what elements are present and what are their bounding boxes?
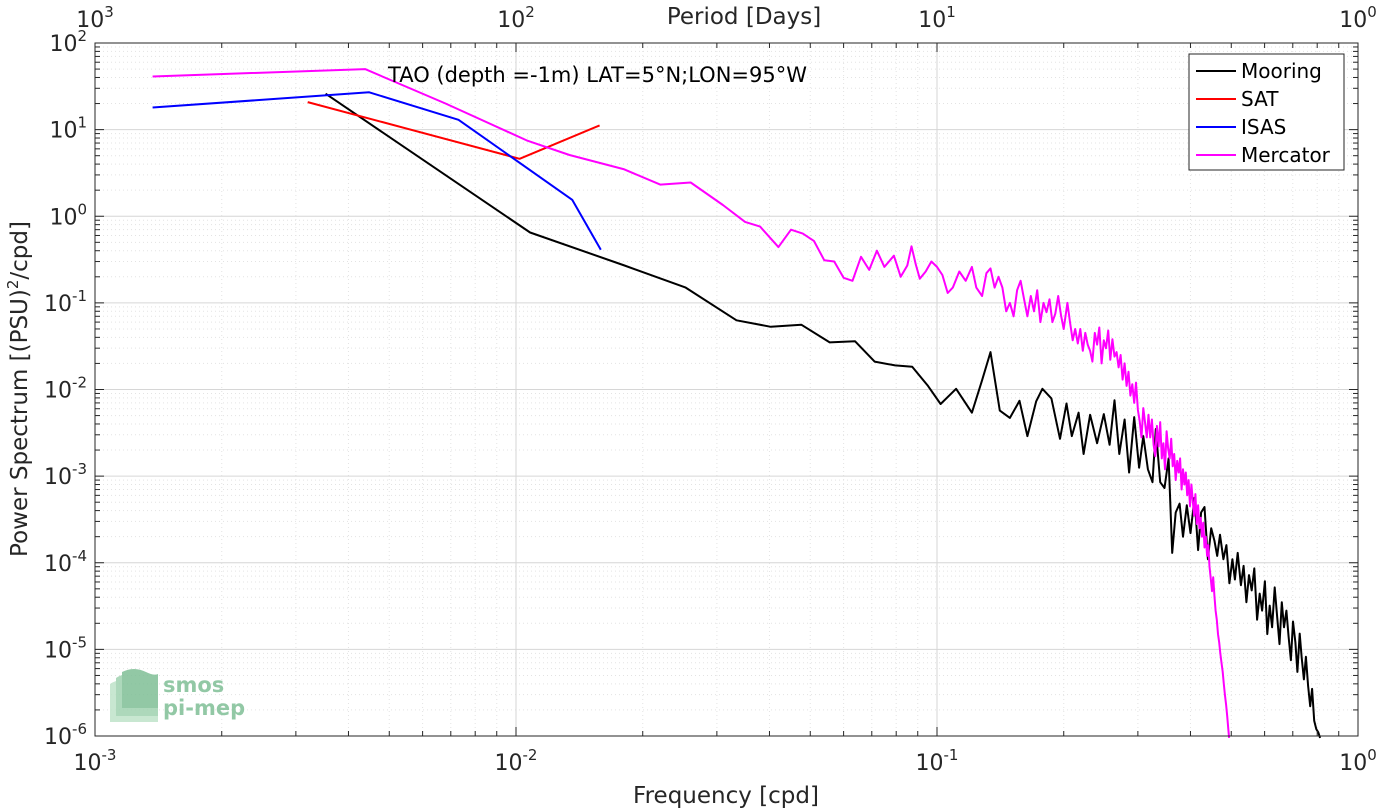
y-tick-label: 10-6 — [44, 720, 87, 750]
legend-label-sat: SAT — [1241, 87, 1279, 111]
y-tick-base: 10 — [44, 725, 72, 750]
x-axis-label: Frequency [cpd] — [633, 783, 819, 809]
x-tick-base: 10 — [74, 751, 102, 776]
y-tick-base: 10 — [44, 552, 72, 577]
logo-text-smos: smos — [163, 673, 224, 697]
x-tick-exp: -2 — [523, 746, 538, 764]
x2-tick-label: 100 — [1339, 3, 1377, 33]
y-tick-exp: -2 — [72, 374, 87, 392]
y-tick-base: 10 — [44, 379, 72, 404]
y-axis-label-suffix: /cpd] — [7, 221, 33, 280]
x2-tick-base: 10 — [918, 8, 946, 33]
y-tick-base: 10 — [44, 292, 72, 317]
y-tick-exp: -6 — [72, 720, 87, 738]
legend-label-isas: ISAS — [1241, 115, 1286, 139]
x2-tick-base: 10 — [497, 8, 525, 33]
legend-label-mercator: Mercator — [1241, 143, 1331, 167]
y-tick-base: 10 — [44, 638, 72, 663]
x2-tick-label: 102 — [497, 3, 535, 33]
x2-axis-label: Period [Days] — [667, 4, 821, 30]
x-tick-base: 10 — [1339, 751, 1367, 776]
x2-tick-base: 10 — [76, 8, 104, 33]
y-tick-label: 101 — [49, 114, 87, 144]
y-tick-exp: -5 — [72, 633, 87, 651]
logo-text-pimep: pi-mep — [163, 696, 245, 720]
y-axis-label-main: Power Spectrum [(PSU) — [7, 289, 33, 557]
x-tick-label: 10-1 — [916, 746, 959, 776]
ticks-layer — [94, 42, 1359, 737]
x-tick-exp: 0 — [1367, 746, 1377, 764]
x2-tick-exp: 0 — [1367, 3, 1377, 21]
minor-grid — [95, 43, 1358, 736]
y-tick-base: 10 — [49, 119, 77, 144]
y-tick-exp: -1 — [72, 287, 87, 305]
y-tick-exp: -3 — [72, 460, 87, 478]
y-tick-base: 10 — [49, 32, 77, 57]
legend: Mooring SAT ISAS Mercator — [1188, 53, 1345, 171]
y-tick-label: 10-4 — [44, 547, 87, 577]
series-line-isas — [152, 91, 602, 251]
x2-tick-exp: 1 — [946, 3, 956, 21]
x-tick-base: 10 — [495, 751, 523, 776]
x-tick-label: 100 — [1339, 746, 1377, 776]
y-tick-label: 10-5 — [44, 633, 87, 663]
y-tick-label: 10-2 — [44, 374, 87, 404]
y-tick-label: 10-1 — [44, 287, 87, 317]
x-tick-label: 10-2 — [495, 746, 538, 776]
x2-tick-label: 103 — [76, 3, 114, 33]
y-tick-label: 100 — [49, 200, 87, 230]
y-tick-label: 10-3 — [44, 460, 87, 490]
x-tick-exp: -1 — [944, 746, 959, 764]
x-tick-base: 10 — [916, 751, 944, 776]
y-tick-exp: 0 — [77, 200, 87, 218]
y-axis-label: Power Spectrum [(PSU)2/cpd] — [4, 221, 33, 557]
x-tick-exp: -3 — [102, 746, 117, 764]
series-layer — [152, 68, 1322, 739]
y-tick-exp: 2 — [77, 27, 87, 45]
y-axis-label-sup: 2 — [4, 280, 22, 290]
legend-box — [1188, 53, 1345, 171]
series-line-mooring — [325, 92, 1322, 739]
y-tick-base: 10 — [49, 205, 77, 230]
x2-tick-label: 101 — [918, 3, 956, 33]
series-line-sat — [307, 101, 600, 160]
x2-tick-exp: 2 — [525, 3, 535, 21]
smos-pimep-logo: smos pi-mep — [110, 669, 245, 722]
y-tick-base: 10 — [44, 465, 72, 490]
y-tick-exp: 1 — [77, 114, 87, 132]
legend-label-mooring: Mooring — [1241, 59, 1322, 83]
x2-tick-exp: 3 — [104, 3, 114, 21]
series-line-mercator — [152, 68, 1231, 738]
annotation-text: TAO (depth =-1m) LAT=5°N;LON=95°W — [387, 63, 807, 87]
x2-tick-base: 10 — [1339, 8, 1367, 33]
x-tick-label: 10-3 — [74, 746, 117, 776]
y-tick-label: 102 — [49, 27, 87, 57]
y-tick-exp: -4 — [72, 547, 87, 565]
logo-wave-icon-3 — [122, 669, 158, 708]
